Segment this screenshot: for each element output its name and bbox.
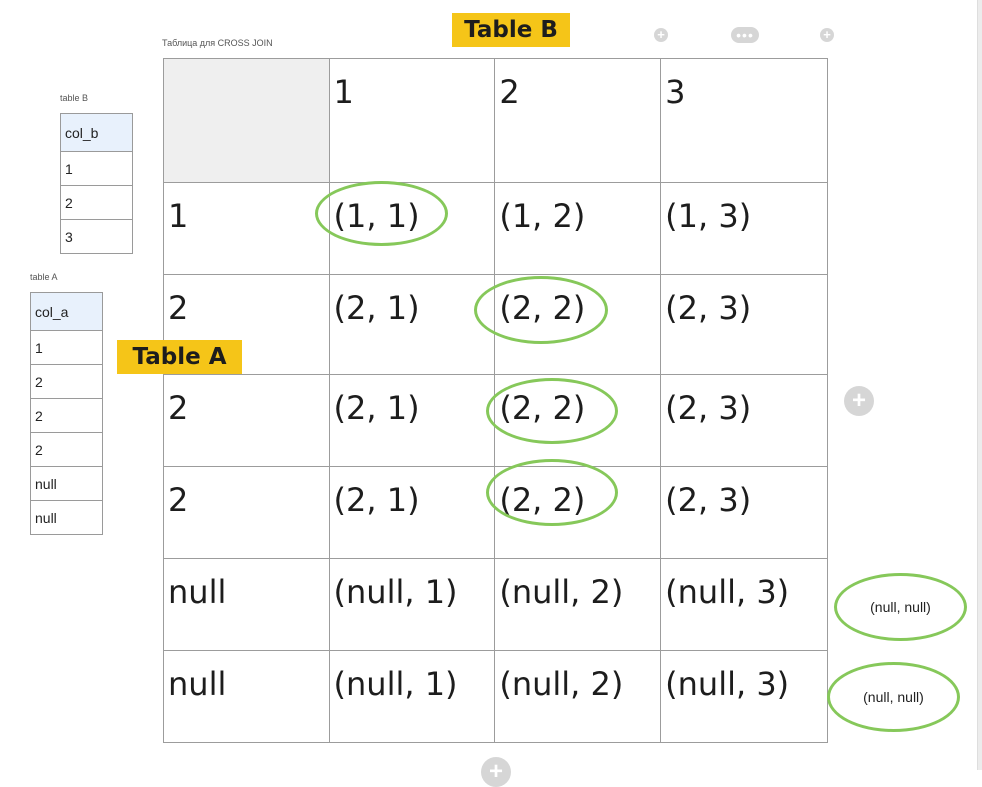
table-a-caption: table A (30, 272, 58, 282)
match-ring-2-2-b (486, 378, 618, 444)
table-b-caption: table B (60, 93, 89, 103)
add-column-right-button[interactable]: + (820, 28, 834, 42)
grid-cell: (null, 1) (328, 558, 496, 651)
grid-corner-cell (163, 58, 330, 183)
main-caption: Таблица для CROSS JOIN (162, 38, 273, 48)
grid-row-header: null (163, 558, 330, 651)
match-ring-2-2-c (486, 459, 618, 526)
grid-col-header: 1 (328, 58, 496, 183)
grid-cell: (2, 1) (328, 466, 496, 559)
null-null-ring-1: (null, null) (834, 573, 967, 641)
add-column-left-button[interactable]: + (654, 28, 668, 42)
table-a-cell: 2 (30, 432, 103, 467)
table-a-cell: null (30, 466, 103, 501)
null-null-ring-2: (null, null) (827, 662, 960, 732)
grid-cell: (2, 3) (660, 274, 828, 375)
table-b-cell: 3 (60, 219, 133, 254)
grid-cell: (2, 3) (660, 374, 828, 467)
more-options-button[interactable]: ••• (731, 27, 759, 43)
table-a-header: col_a (30, 292, 103, 331)
grid-cell: (1, 3) (660, 182, 828, 275)
match-ring-2-2-a (474, 276, 608, 344)
grid-cell: (2, 1) (328, 274, 496, 375)
grid-cell: (1, 2) (494, 182, 662, 275)
grid-cell: (2, 1) (328, 374, 496, 467)
grid-row-header: 2 (163, 374, 330, 467)
table-a-cell: 2 (30, 364, 103, 399)
grid-cell: (null, 1) (328, 650, 496, 743)
grid-row-header: 2 (163, 466, 330, 559)
grid-col-header: 3 (660, 58, 828, 183)
grid-cell: (null, 2) (494, 650, 662, 743)
table-a-cell: 2 (30, 398, 103, 433)
add-row-button[interactable]: + (481, 757, 511, 787)
table-b-cell: 1 (60, 151, 133, 186)
table-a: col_a 1 2 2 2 null null (30, 292, 103, 535)
table-b: col_b 1 2 3 (60, 113, 133, 254)
grid-cell: (null, 3) (660, 558, 828, 651)
grid-col-header: 2 (494, 58, 662, 183)
grid-cell: (null, 2) (494, 558, 662, 651)
add-column-button[interactable]: + (844, 386, 874, 416)
grid-cell: (2, 3) (660, 466, 828, 559)
table-a-cell: 1 (30, 330, 103, 365)
canvas-edge-bar (977, 0, 982, 770)
table-b-cell: 2 (60, 185, 133, 220)
cross-join-grid: 1 2 3 1 (1, 1) (1, 2) (1, 3) 2 (2, 1) (2… (163, 58, 828, 743)
table-b-header: col_b (60, 113, 133, 152)
table-a-sticker: Table A (117, 340, 242, 374)
match-ring-1-1 (315, 181, 448, 246)
table-a-cell: null (30, 500, 103, 535)
table-b-sticker: Table B (452, 13, 570, 47)
grid-row-header: 1 (163, 182, 330, 275)
grid-row-header: null (163, 650, 330, 743)
grid-cell: (null, 3) (660, 650, 828, 743)
